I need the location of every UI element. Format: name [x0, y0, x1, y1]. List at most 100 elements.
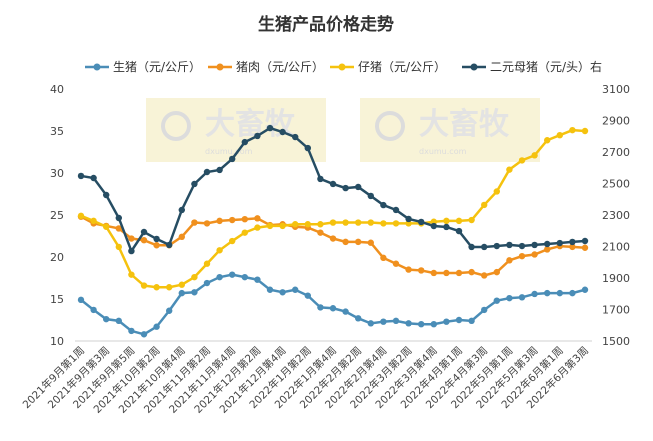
point [140, 237, 148, 244]
point [518, 294, 526, 301]
point [392, 260, 400, 267]
point [355, 219, 362, 226]
point [581, 244, 589, 251]
point [468, 216, 475, 224]
point [153, 284, 160, 291]
point [103, 315, 110, 323]
legend-label: 生猪（元/公斤） [113, 60, 201, 74]
point [216, 166, 223, 174]
point [443, 269, 450, 277]
point [128, 271, 135, 278]
point [493, 268, 500, 276]
point [203, 260, 211, 267]
y-tick-label: 20 [50, 251, 64, 264]
point [178, 289, 185, 297]
point [518, 242, 526, 250]
point [481, 272, 488, 279]
point [506, 241, 513, 249]
point [342, 219, 349, 226]
point [367, 219, 374, 226]
watermark-text: 大畜牧 [419, 107, 510, 142]
legend-label: 猪肉（元/公斤） [236, 60, 324, 74]
point [178, 206, 185, 214]
point [128, 247, 135, 255]
point [569, 243, 576, 251]
point [153, 323, 160, 330]
point [241, 216, 248, 223]
point [443, 217, 450, 225]
point [77, 172, 85, 180]
point [178, 281, 185, 288]
point [128, 327, 135, 335]
point [367, 320, 374, 327]
y2-tick-label: 2900 [602, 115, 630, 128]
point [455, 217, 463, 225]
point [140, 282, 148, 289]
point [317, 229, 324, 236]
y2-tick-label: 2500 [602, 178, 630, 191]
point [229, 155, 236, 163]
y-tick-label: 30 [50, 167, 64, 180]
point [380, 254, 387, 262]
point [241, 138, 248, 146]
y2-tick-label: 1700 [602, 304, 630, 317]
point [380, 220, 387, 227]
legend-label: 二元母猪（元/头）右 [490, 59, 602, 74]
point [191, 219, 198, 226]
point [254, 276, 261, 283]
point [229, 271, 236, 278]
point [518, 157, 526, 164]
point [531, 241, 538, 249]
y-tick-label: 10 [50, 335, 64, 348]
point [556, 239, 563, 247]
point [266, 222, 274, 230]
point [292, 133, 299, 141]
point [292, 221, 299, 228]
point [241, 273, 248, 281]
point [493, 242, 500, 250]
point [569, 289, 576, 297]
watermark: 大畜牧 dxumu.com 大畜牧 dxumu.com [146, 98, 540, 162]
point [166, 284, 173, 291]
watermark-site: dxumu.com [419, 147, 467, 156]
point [531, 290, 538, 298]
point [216, 273, 223, 281]
y-tick-label: 40 [50, 83, 64, 96]
point [342, 184, 349, 192]
point [380, 318, 387, 325]
point [392, 317, 400, 325]
point [569, 238, 576, 246]
y-tick-label: 15 [50, 293, 64, 306]
point [178, 233, 185, 241]
point [191, 273, 198, 281]
point [481, 306, 488, 314]
point [266, 124, 274, 132]
point [304, 144, 311, 152]
point [418, 267, 425, 274]
point [367, 239, 374, 246]
point [481, 201, 488, 209]
point [418, 321, 425, 328]
point [329, 219, 337, 226]
point [216, 247, 223, 254]
point [392, 220, 400, 227]
watermark-text: 大畜牧 [205, 107, 296, 142]
point [329, 305, 337, 312]
legend-marker [470, 63, 478, 71]
y2-tick-label: 1500 [602, 335, 630, 348]
point [355, 183, 362, 191]
point [506, 166, 513, 173]
watermark-logo [161, 111, 191, 141]
point [304, 292, 311, 299]
point [518, 252, 526, 260]
point [581, 286, 589, 293]
point [279, 222, 286, 230]
point [279, 128, 286, 136]
point [544, 137, 551, 144]
chart-title: 生猪产品价格走势 [258, 14, 394, 35]
point [531, 152, 538, 159]
point [405, 266, 412, 273]
point [128, 235, 135, 242]
point [203, 279, 211, 287]
